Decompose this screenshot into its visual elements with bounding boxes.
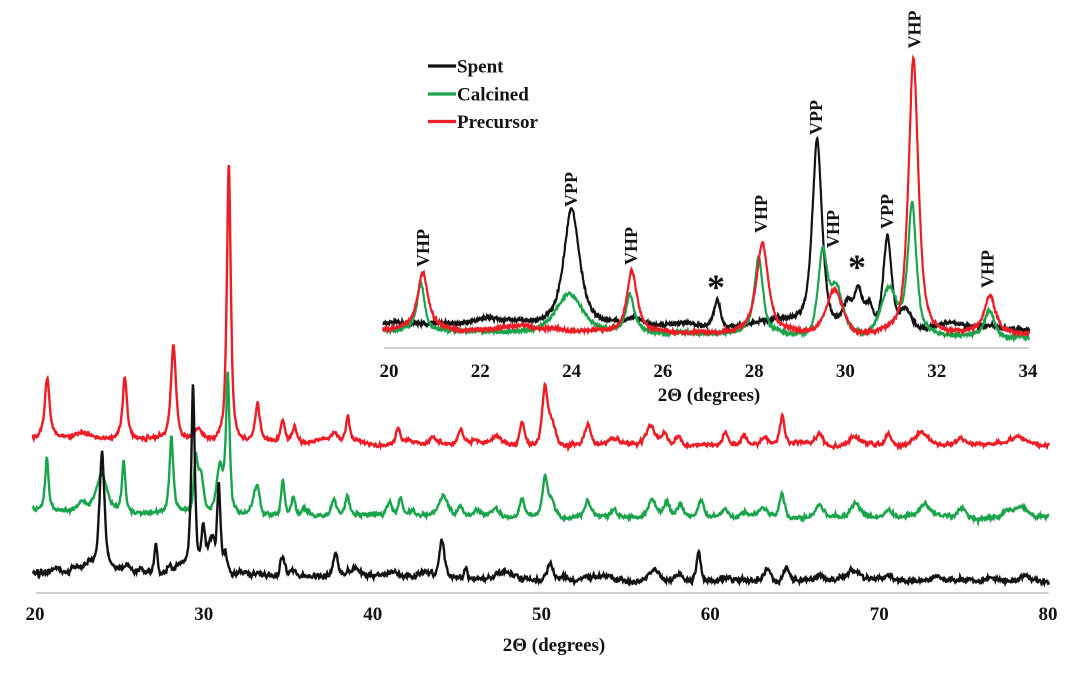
svg-text:24: 24: [562, 361, 582, 382]
svg-text:*: *: [848, 247, 866, 287]
svg-text:32: 32: [927, 361, 946, 382]
svg-text:30: 30: [194, 604, 213, 625]
svg-text:VPP: VPP: [877, 194, 897, 229]
svg-text:VPP: VPP: [806, 100, 826, 135]
svg-text:VHP: VHP: [978, 250, 998, 288]
svg-text:22: 22: [471, 361, 490, 382]
svg-text:28: 28: [745, 361, 764, 382]
svg-text:26: 26: [653, 361, 672, 382]
svg-text:Precursor: Precursor: [457, 112, 538, 133]
svg-text:Calcined: Calcined: [457, 85, 529, 106]
svg-text:60: 60: [701, 604, 720, 625]
svg-text:20: 20: [26, 604, 45, 625]
svg-text:2Θ (degrees): 2Θ (degrees): [658, 385, 761, 406]
svg-text:2Θ (degrees): 2Θ (degrees): [503, 635, 606, 656]
svg-text:*: *: [707, 267, 725, 307]
svg-text:VHP: VHP: [905, 11, 925, 49]
svg-text:30: 30: [836, 361, 855, 382]
svg-text:34: 34: [1019, 361, 1039, 382]
svg-text:VHP: VHP: [751, 195, 771, 233]
svg-text:Spent: Spent: [457, 57, 504, 78]
svg-text:80: 80: [1039, 604, 1058, 625]
svg-text:20: 20: [380, 361, 399, 382]
svg-text:VHP: VHP: [413, 229, 433, 267]
svg-text:VHP: VHP: [823, 210, 843, 248]
svg-text:50: 50: [532, 604, 551, 625]
svg-text:70: 70: [870, 604, 889, 625]
svg-text:VPP: VPP: [561, 172, 581, 207]
svg-text:VHP: VHP: [621, 227, 641, 265]
svg-text:40: 40: [363, 604, 382, 625]
